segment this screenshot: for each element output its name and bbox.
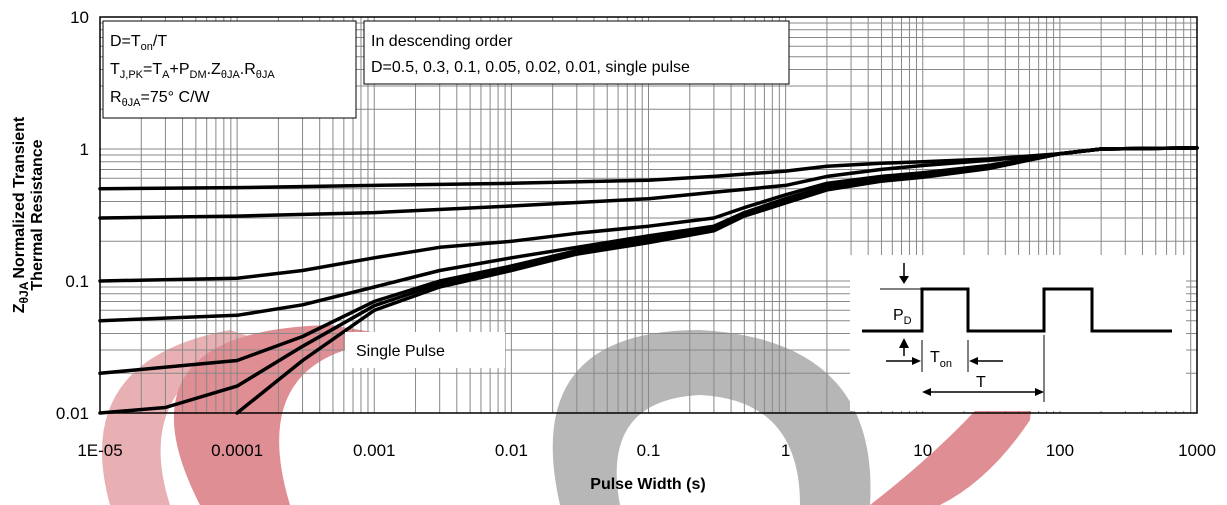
y-axis-title-line2: Thermal Resistance bbox=[29, 139, 46, 290]
pulse-waveform-inset: PD Ton T bbox=[850, 255, 1186, 411]
svg-text:ZθJANormalized Transient: ZθJANormalized Transient bbox=[11, 116, 31, 313]
y-tick-label: 10 bbox=[70, 8, 89, 27]
x-axis-title: Pulse Width (s) bbox=[590, 476, 705, 493]
x-tick-label: 100 bbox=[1046, 441, 1074, 460]
x-tick-label: 0.1 bbox=[637, 441, 661, 460]
single-pulse-callout: Single Pulse bbox=[345, 332, 505, 368]
y-axis-symbol: Z bbox=[11, 303, 28, 313]
y-axis-title: ZθJANormalized Transient Thermal Resista… bbox=[11, 116, 46, 313]
order-title: In descending order bbox=[371, 33, 513, 50]
x-tick-label: 1000 bbox=[1178, 441, 1216, 460]
x-tick-label: 10 bbox=[913, 441, 932, 460]
single-pulse-label: Single Pulse bbox=[356, 343, 445, 360]
y-tick-label: 0.01 bbox=[56, 404, 89, 423]
x-tick-label: 1E-05 bbox=[77, 441, 122, 460]
x-tick-label: 0.001 bbox=[353, 441, 396, 460]
period-label: T bbox=[976, 374, 986, 391]
y-axis-title-line1: Normalized Transient bbox=[11, 116, 28, 278]
order-box: In descending order D=0.5, 0.3, 0.1, 0.0… bbox=[364, 21, 789, 84]
x-tick-label: 1 bbox=[781, 441, 790, 460]
formula-box: D=Ton/T TJ,PK=TA+PDM.ZθJA.RθJA RθJA=75° … bbox=[103, 21, 356, 118]
y-tick-label: 1 bbox=[80, 140, 89, 159]
y-tick-label: 0.1 bbox=[65, 272, 89, 291]
x-tick-label: 0.0001 bbox=[211, 441, 263, 460]
order-duty-list: D=0.5, 0.3, 0.1, 0.05, 0.02, 0.01, singl… bbox=[371, 59, 690, 76]
x-tick-label: 0.01 bbox=[495, 441, 528, 460]
